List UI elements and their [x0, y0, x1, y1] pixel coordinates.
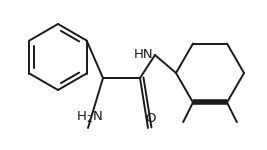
Text: H$_2$N: H$_2$N: [76, 110, 103, 125]
Text: O: O: [146, 112, 156, 125]
Text: HN: HN: [134, 48, 153, 60]
